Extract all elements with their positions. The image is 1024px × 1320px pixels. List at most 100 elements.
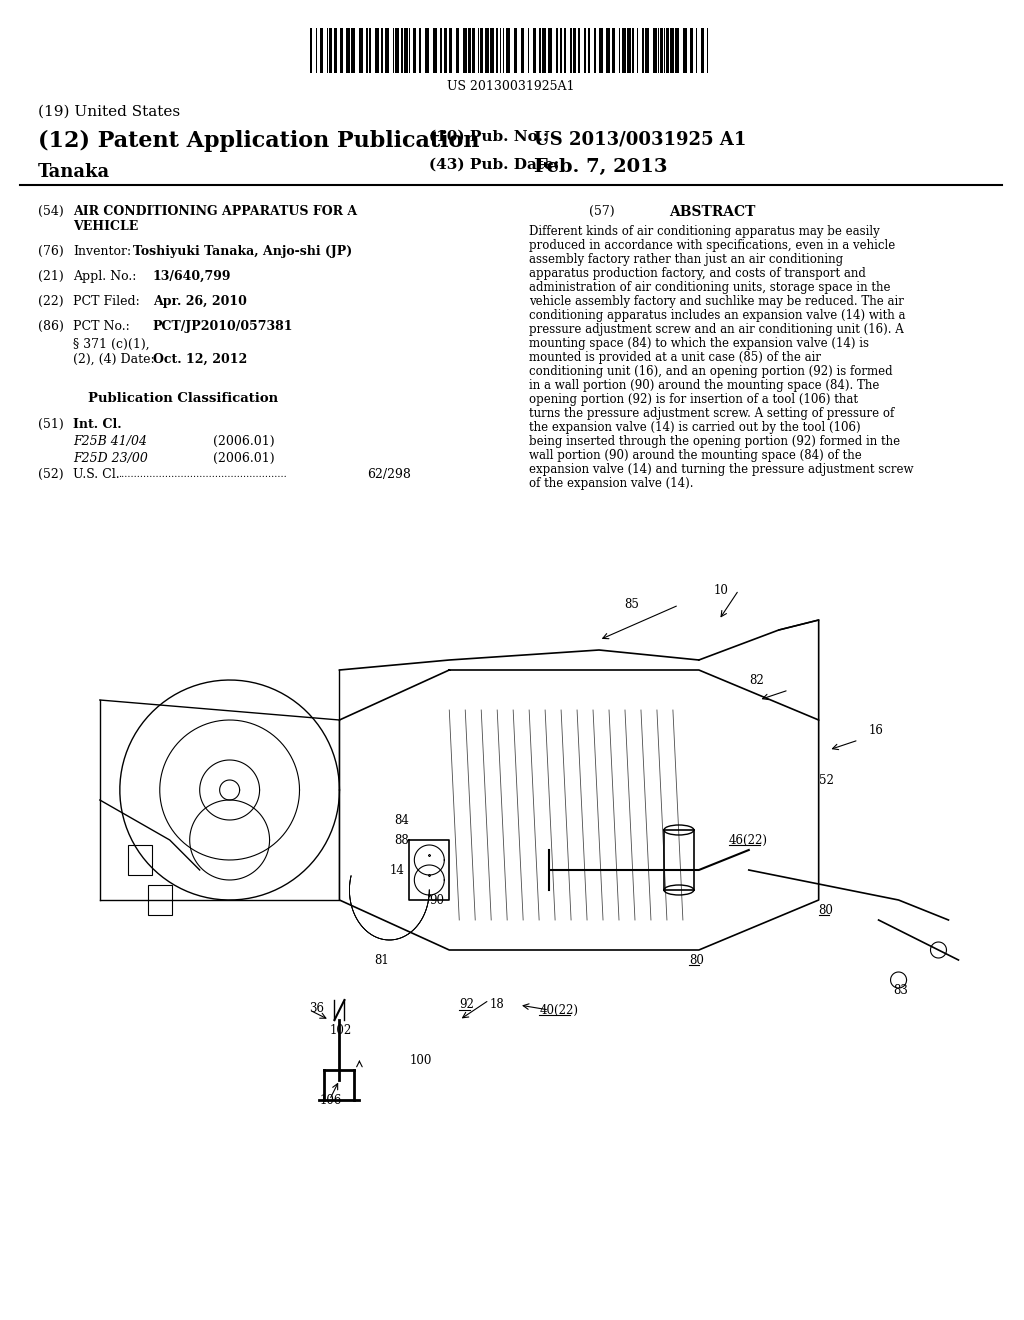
Bar [588, 28, 590, 73]
Text: assembly factory rather than just an air conditioning: assembly factory rather than just an air… [529, 253, 844, 267]
Text: 14: 14 [389, 863, 404, 876]
Bar [645, 28, 649, 73]
Bar [534, 28, 537, 73]
Text: (76): (76) [38, 246, 63, 257]
Bar [309, 28, 312, 73]
Text: apparatus production factory, and costs of transport and: apparatus production factory, and costs … [529, 267, 866, 280]
Bar [506, 28, 510, 73]
Bar [573, 28, 577, 73]
Bar [381, 28, 383, 73]
Bar [642, 28, 644, 73]
Bar [564, 28, 566, 73]
Text: in a wall portion (90) around the mounting space (84). The: in a wall portion (90) around the mounti… [529, 379, 880, 392]
Text: 13/640,799: 13/640,799 [153, 271, 231, 282]
Text: 52: 52 [818, 774, 834, 787]
Bar [147, 884, 172, 915]
Text: 106: 106 [319, 1093, 342, 1106]
Text: ABSTRACT: ABSTRACT [669, 205, 756, 219]
Text: Oct. 12, 2012: Oct. 12, 2012 [153, 352, 247, 366]
Bar [468, 28, 471, 73]
Bar [612, 28, 615, 73]
Text: Different kinds of air conditioning apparatus may be easily: Different kinds of air conditioning appa… [529, 224, 880, 238]
Text: (86): (86) [38, 319, 63, 333]
Text: mounted is provided at a unit case (85) of the air: mounted is provided at a unit case (85) … [529, 351, 821, 364]
Bar [490, 28, 495, 73]
Bar [666, 28, 669, 73]
Text: F25B 41/04: F25B 41/04 [73, 436, 146, 447]
Bar [570, 28, 572, 73]
Bar [675, 28, 679, 73]
Text: PCT Filed:: PCT Filed: [73, 294, 139, 308]
Bar [440, 28, 442, 73]
Text: (2006.01): (2006.01) [213, 451, 274, 465]
Text: conditioning apparatus includes an expansion valve (14) with a: conditioning apparatus includes an expan… [529, 309, 905, 322]
Text: (10) Pub. No.:: (10) Pub. No.: [429, 129, 549, 144]
Bar [622, 28, 626, 73]
Bar [395, 28, 399, 73]
Text: (51): (51) [38, 418, 63, 432]
Text: US 20130031925A1: US 20130031925A1 [447, 81, 574, 92]
Text: AIR CONDITIONING APPARATUS FOR A: AIR CONDITIONING APPARATUS FOR A [73, 205, 357, 218]
Bar [401, 28, 403, 73]
Text: ......................................................: ........................................… [118, 470, 287, 479]
Text: F25D 23/00: F25D 23/00 [73, 451, 147, 465]
Text: Int. Cl.: Int. Cl. [73, 418, 122, 432]
Text: 83: 83 [894, 983, 908, 997]
Bar [579, 28, 580, 73]
Bar [659, 28, 663, 73]
Text: (19) United States: (19) United States [38, 106, 180, 119]
Bar [521, 28, 524, 73]
Text: mounting space (84) to which the expansion valve (14) is: mounting space (84) to which the expansi… [529, 337, 869, 350]
Text: 18: 18 [489, 998, 504, 1011]
Text: VEHICLE: VEHICLE [73, 220, 138, 234]
Text: 92: 92 [459, 998, 474, 1011]
Text: expansion valve (14) and turning the pressure adjustment screw: expansion valve (14) and turning the pre… [529, 463, 913, 477]
Text: opening portion (92) is for insertion of a tool (106) that: opening portion (92) is for insertion of… [529, 393, 858, 407]
Text: (21): (21) [38, 271, 63, 282]
Text: 36: 36 [309, 1002, 325, 1015]
Bar [653, 28, 657, 73]
Bar [414, 28, 417, 73]
Bar [330, 28, 333, 73]
Text: Inventor:: Inventor: [73, 246, 131, 257]
Bar [433, 28, 437, 73]
Text: PCT No.:: PCT No.: [73, 319, 130, 333]
Text: 102: 102 [330, 1023, 351, 1036]
Text: (54): (54) [38, 205, 63, 218]
Text: conditioning unit (16), and an opening portion (92) is formed: conditioning unit (16), and an opening p… [529, 366, 893, 378]
Bar [485, 28, 489, 73]
Text: PCT/JP2010/057381: PCT/JP2010/057381 [153, 319, 293, 333]
Text: 40(22): 40(22) [539, 1003, 579, 1016]
Bar [376, 28, 379, 73]
Text: (12) Patent Application Publication: (12) Patent Application Publication [38, 129, 479, 152]
Bar [472, 28, 475, 73]
Bar [632, 28, 634, 73]
Text: (2006.01): (2006.01) [213, 436, 274, 447]
Bar [556, 28, 558, 73]
Bar [385, 28, 389, 73]
Text: (43) Pub. Date:: (43) Pub. Date: [429, 158, 559, 172]
Bar [419, 28, 421, 73]
Text: Publication Classification: Publication Classification [88, 392, 278, 405]
Bar [683, 28, 687, 73]
Text: 46(22): 46(22) [729, 833, 768, 846]
Text: 16: 16 [868, 723, 884, 737]
Bar [584, 28, 586, 73]
Text: 100: 100 [410, 1053, 432, 1067]
Text: 80: 80 [818, 903, 834, 916]
Bar [670, 28, 674, 73]
Bar [340, 28, 343, 73]
Text: pressure adjustment screw and an air conditioning unit (16). A: pressure adjustment screw and an air con… [529, 323, 904, 337]
Text: administration of air conditioning units, storage space in the: administration of air conditioning units… [529, 281, 891, 294]
Text: Appl. No.:: Appl. No.: [73, 271, 136, 282]
Text: being inserted through the opening portion (92) formed in the: being inserted through the opening porti… [529, 436, 900, 447]
Text: 88: 88 [394, 833, 410, 846]
Text: Tanaka: Tanaka [38, 162, 110, 181]
Bar [444, 28, 447, 73]
Bar [690, 28, 693, 73]
Text: 80: 80 [689, 953, 703, 966]
Bar [457, 28, 459, 73]
Bar [700, 28, 703, 73]
Text: U.S. Cl.: U.S. Cl. [73, 469, 120, 480]
Bar [514, 28, 517, 73]
